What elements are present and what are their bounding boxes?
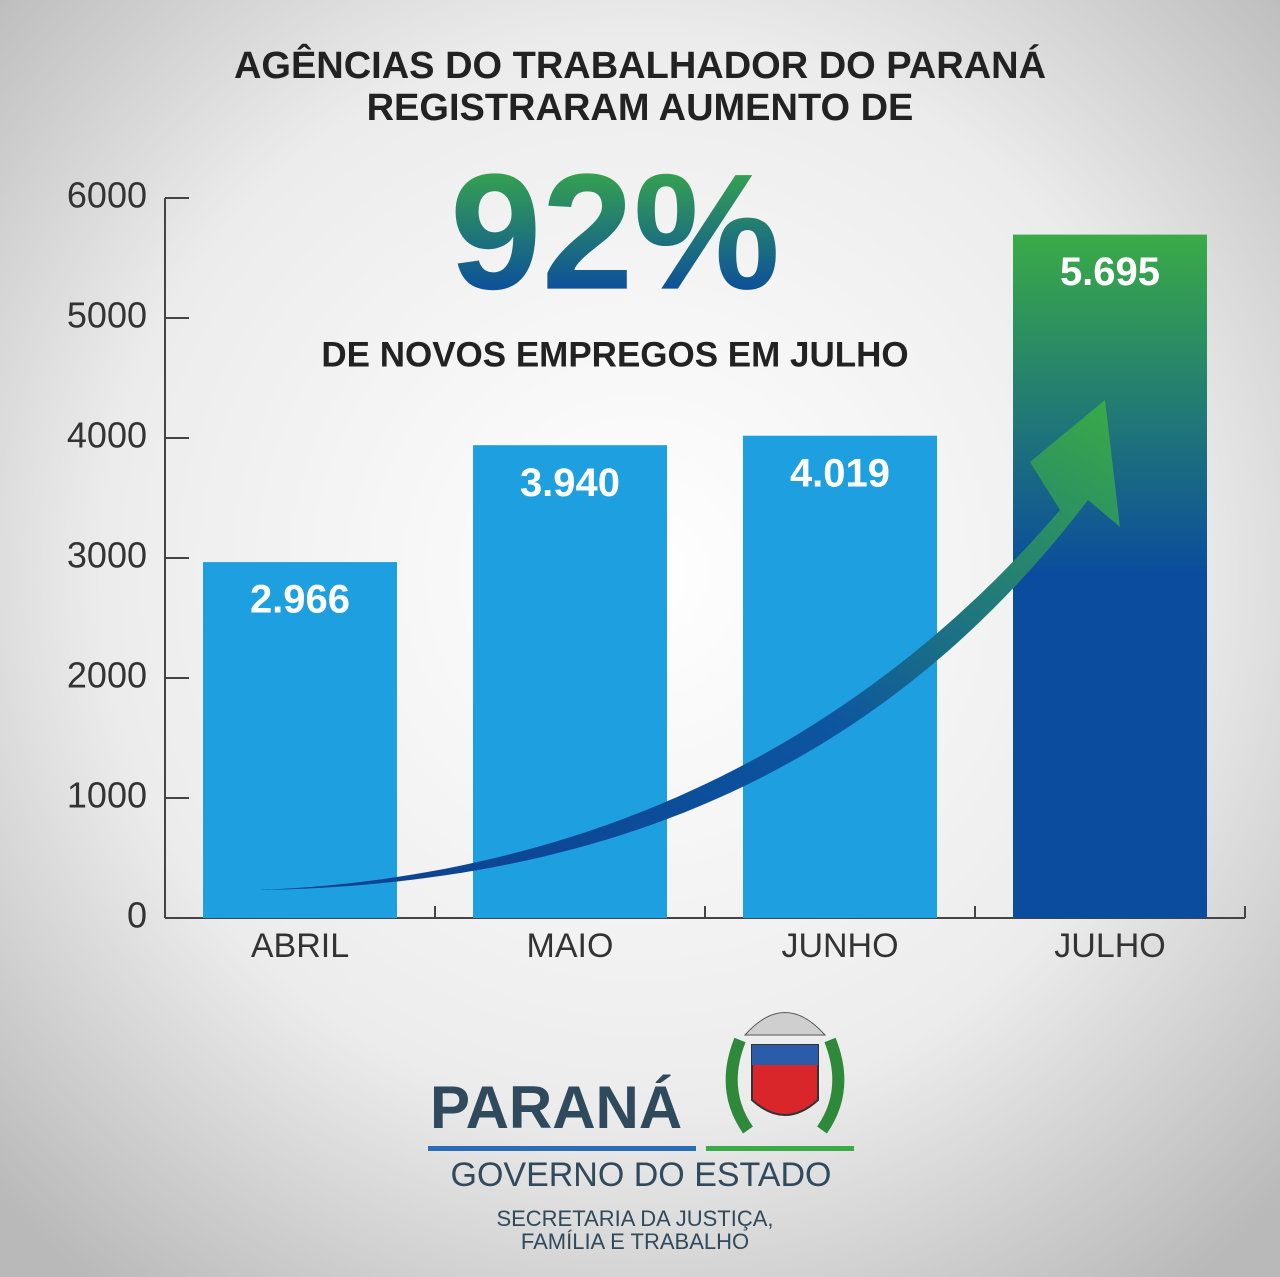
headline: 92% — [450, 140, 780, 324]
value-label: 2.966 — [250, 578, 350, 622]
value-label: 5.695 — [1060, 250, 1160, 294]
y-tick-label: 6000 — [67, 175, 147, 216]
x-tick-label: JULHO — [1054, 927, 1165, 965]
logo — [725, 1012, 845, 1134]
x-tick-label: MAIO — [527, 927, 614, 965]
shield-sky — [752, 1045, 818, 1065]
brand: PARANÁ — [430, 1074, 682, 1141]
y-tick-label: 1000 — [67, 775, 147, 816]
bar — [1013, 234, 1207, 919]
bar — [203, 562, 397, 918]
laurel — [725, 1037, 845, 1134]
y-tick-label: 5000 — [67, 295, 147, 336]
subtitle: REGISTRARAM AUMENTO DE — [367, 87, 914, 129]
eagle — [743, 1012, 827, 1036]
department: FAMÍLIA E TRABALHO — [521, 1229, 749, 1254]
brand-line-green — [706, 1146, 854, 1151]
government: GOVERNO DO ESTADO — [451, 1156, 832, 1194]
x-tick-label: JUNHO — [781, 927, 898, 965]
x-tick-label: ABRIL — [251, 927, 349, 965]
y-tick-label: 3000 — [67, 535, 147, 576]
title: AGÊNCIAS DO TRABALHADOR DO PARANÁ — [234, 43, 1046, 87]
y-tick-label: 0 — [127, 895, 147, 936]
department: SECRETARIA DA JUSTIÇA, — [496, 1206, 773, 1231]
value-label: 3.940 — [520, 461, 620, 505]
value-label: 4.019 — [790, 451, 890, 495]
trend-arrow — [258, 400, 1120, 890]
y-tick-label: 2000 — [67, 655, 147, 696]
y-tick-label: 4000 — [67, 415, 147, 456]
brand-line-blue — [428, 1146, 696, 1151]
headline-caption: DE NOVOS EMPREGOS EM JULHO — [321, 335, 908, 374]
